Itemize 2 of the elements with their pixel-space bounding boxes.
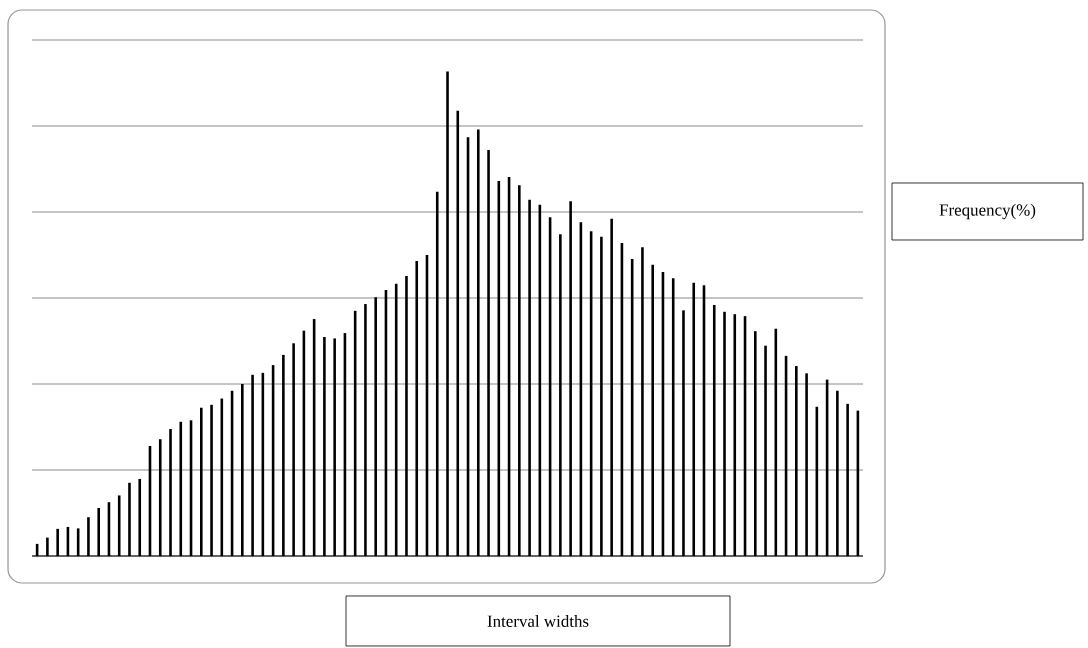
x-axis-title: Interval widths — [487, 615, 589, 627]
text: Frequency(%) — [939, 203, 1036, 220]
